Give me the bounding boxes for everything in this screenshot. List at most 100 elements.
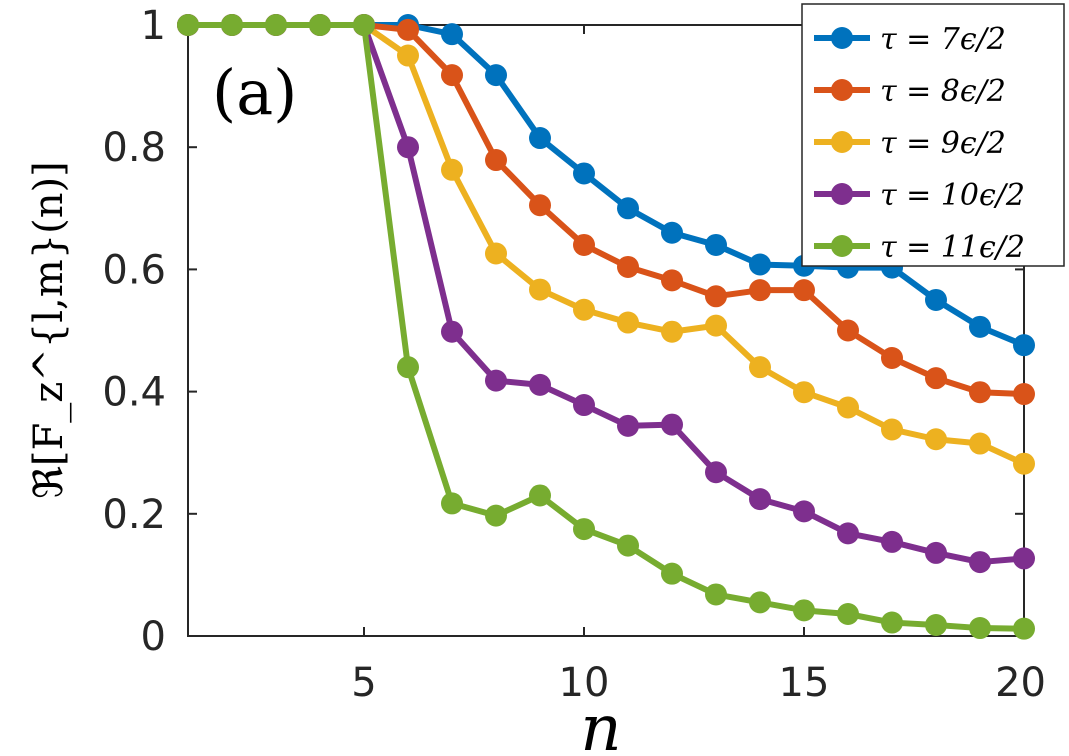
- data-point: [573, 298, 595, 321]
- legend-marker: [831, 131, 853, 153]
- data-point: [661, 413, 683, 436]
- legend-entry: τ = 8ϵ/2: [880, 74, 1006, 109]
- data-point: [353, 14, 375, 36]
- data-point: [265, 14, 287, 36]
- data-point: [749, 488, 771, 511]
- x-axis-label: n: [580, 692, 621, 756]
- data-point: [529, 278, 551, 301]
- legend-marker: [831, 235, 853, 257]
- data-point: [705, 233, 727, 256]
- data-point: [705, 285, 727, 308]
- data-point: [485, 64, 507, 87]
- data-point: [793, 500, 815, 523]
- data-point: [485, 369, 507, 392]
- data-point: [837, 396, 859, 419]
- data-point: [925, 428, 947, 451]
- data-point: [617, 414, 639, 437]
- x-tick-label: 5: [351, 660, 376, 706]
- data-point: [573, 162, 595, 185]
- legend: τ = 7ϵ/2 τ = 8ϵ/2 τ = 9ϵ/2 τ = 10ϵ/2 τ = 11ϵ…: [801, 3, 1065, 267]
- legend-marker: [831, 79, 853, 101]
- data-point: [309, 14, 331, 36]
- series-layer: [177, 14, 1035, 640]
- data-point: [1013, 383, 1035, 406]
- data-point: [837, 319, 859, 342]
- data-point: [705, 314, 727, 337]
- y-tick-label: 1: [141, 3, 166, 49]
- data-point: [485, 242, 507, 265]
- data-point: [969, 432, 991, 455]
- data-point: [397, 356, 419, 379]
- data-point: [397, 136, 419, 159]
- data-point: [881, 611, 903, 634]
- x-axis: 5 10 15 20: [351, 25, 1046, 706]
- data-point: [749, 279, 771, 302]
- data-point: [485, 504, 507, 527]
- legend-entry: τ = 9ϵ/2: [880, 126, 1006, 161]
- y-axis-label: ℜ[F_z^{l,m}(n)]: [26, 161, 72, 498]
- data-point: [705, 583, 727, 606]
- data-point: [925, 288, 947, 311]
- data-point: [441, 23, 463, 46]
- data-point: [441, 64, 463, 87]
- data-point: [441, 492, 463, 515]
- legend-marker: [831, 183, 853, 205]
- data-point: [485, 149, 507, 172]
- data-point: [925, 614, 947, 637]
- data-point: [749, 253, 771, 276]
- x-tick-label: 20: [995, 660, 1046, 706]
- data-point: [881, 530, 903, 553]
- panel-label: (a): [212, 56, 297, 129]
- y-tick-label: 0.8: [102, 125, 166, 171]
- data-point: [837, 603, 859, 626]
- data-point: [837, 522, 859, 545]
- y-tick-label: 0: [141, 614, 166, 660]
- y-tick-label: 0.6: [102, 247, 166, 293]
- data-point: [925, 541, 947, 564]
- data-point: [1013, 547, 1035, 570]
- data-point: [397, 18, 419, 41]
- data-point: [221, 14, 243, 36]
- series-5: [177, 14, 1035, 640]
- data-point: [925, 367, 947, 390]
- data-point: [661, 269, 683, 292]
- y-tick-label: 0.2: [102, 492, 166, 538]
- data-point: [881, 418, 903, 441]
- data-point: [969, 617, 991, 640]
- y-tick-label: 0.4: [102, 370, 166, 416]
- x-tick-label: 10: [559, 660, 610, 706]
- data-point: [529, 127, 551, 150]
- data-point: [529, 484, 551, 507]
- data-point: [793, 381, 815, 404]
- data-point: [441, 158, 463, 181]
- data-point: [661, 562, 683, 585]
- data-point: [573, 233, 595, 256]
- y-axis: 0 0.2 0.4 0.6 0.8 1: [102, 3, 1024, 660]
- data-point: [661, 320, 683, 343]
- data-point: [441, 320, 463, 343]
- data-point: [749, 356, 771, 379]
- x-tick-label: 15: [779, 660, 830, 706]
- legend-entry: τ = 11ϵ/2: [880, 230, 1025, 265]
- data-point: [881, 346, 903, 369]
- data-point: [617, 534, 639, 557]
- data-point: [661, 221, 683, 244]
- data-point: [573, 518, 595, 541]
- data-point: [177, 14, 199, 36]
- data-point: [529, 194, 551, 217]
- data-point: [617, 197, 639, 220]
- data-point: [793, 599, 815, 622]
- data-point: [969, 551, 991, 574]
- data-point: [705, 461, 727, 484]
- legend-marker: [831, 27, 853, 49]
- data-point: [749, 591, 771, 614]
- data-point: [1013, 452, 1035, 475]
- legend-entry: τ = 7ϵ/2: [880, 22, 1006, 57]
- data-point: [793, 279, 815, 302]
- data-point: [1013, 334, 1035, 357]
- data-point: [1013, 617, 1035, 640]
- legend-entry: τ = 10ϵ/2: [880, 178, 1025, 213]
- data-point: [397, 44, 419, 67]
- data-point: [617, 311, 639, 334]
